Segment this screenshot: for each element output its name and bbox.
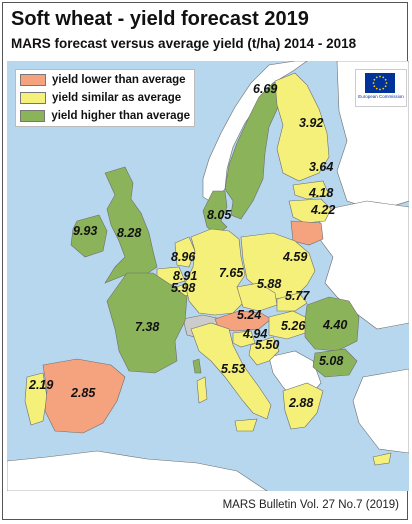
country-spain xyxy=(42,358,126,434)
eu-logo-caption: European Commission xyxy=(358,94,404,99)
yield-label-italy: 5.53 xyxy=(221,362,245,376)
yield-label-latvia: 4.18 xyxy=(308,186,333,200)
country-romania xyxy=(304,296,360,352)
legend-item-similar: yield similar as average xyxy=(20,90,190,106)
country-sweden xyxy=(224,78,286,220)
country-lithuania xyxy=(290,220,324,246)
country-finland xyxy=(274,72,330,182)
country-france xyxy=(106,272,188,374)
yield-label-slovenia: 4.94 xyxy=(242,327,267,341)
yield-label-sweden: 6.69 xyxy=(253,82,277,96)
yield-label-croatia: 5.50 xyxy=(255,338,279,352)
yield-label-united-kingdom: 8.28 xyxy=(117,226,141,240)
yield-label-finland: 3.92 xyxy=(299,116,323,130)
country-slovenia xyxy=(232,330,256,348)
yield-label-poland: 4.59 xyxy=(282,250,307,264)
country-slovakia xyxy=(276,292,308,312)
europe-map: 9.93 8.28 8.05 6.69 3.92 3.64 4.18 4.22 8.96 8.91… xyxy=(7,61,409,491)
country-denmark xyxy=(202,190,228,236)
yield-label-romania: 4.40 xyxy=(322,318,347,332)
legend-item-lower: yield lower than average xyxy=(20,72,190,88)
yield-label-luxembourg: 5.98 xyxy=(171,281,195,295)
legend-swatch-higher xyxy=(20,110,46,122)
yield-label-hungary: 5.26 xyxy=(281,319,306,333)
yield-label-austria: 5.24 xyxy=(237,308,261,322)
yield-label-germany: 7.65 xyxy=(219,266,244,280)
map-title: Soft wheat - yield forecast 2019 xyxy=(11,8,309,30)
source-note: MARS Bulletin Vol. 27 No.7 (2019) xyxy=(222,499,399,511)
country-greece xyxy=(282,382,324,430)
yield-label-belgium: 8.91 xyxy=(173,269,197,283)
yield-label-netherlands: 8.96 xyxy=(171,250,196,264)
turkey xyxy=(352,368,409,454)
map-area: 9.93 8.28 8.05 6.69 3.92 3.64 4.18 4.22 8.96 8.91… xyxy=(7,61,409,491)
country-portugal xyxy=(24,372,48,426)
yield-label-greece: 2.88 xyxy=(288,396,313,410)
yield-label-denmark: 8.05 xyxy=(207,208,232,222)
legend-swatch-similar xyxy=(20,92,46,104)
figure-frame: Soft wheat - yield forecast 2019 MARS fo… xyxy=(2,2,409,520)
country-latvia xyxy=(288,198,332,224)
legend: yield lower than average yield similar a… xyxy=(15,69,195,127)
legend-label-higher: yield higher than average xyxy=(51,110,190,122)
country-germany xyxy=(184,228,246,316)
island-cyprus xyxy=(372,452,392,466)
eu-logo: European Commission xyxy=(355,69,407,107)
country-poland xyxy=(240,232,316,300)
yield-label-spain: 2.85 xyxy=(70,386,96,400)
country-estonia xyxy=(292,180,330,200)
yield-label-estonia: 3.64 xyxy=(309,160,333,174)
legend-swatch-lower xyxy=(20,74,46,86)
yield-labels: 9.93 8.28 8.05 6.69 3.92 3.64 4.18 4.22 8.96 8.91… xyxy=(28,82,347,410)
legend-label-similar: yield similar as average xyxy=(52,92,182,104)
north-africa xyxy=(7,450,268,491)
yield-label-slovakia: 5.77 xyxy=(285,289,310,303)
yield-label-ireland: 9.93 xyxy=(73,224,97,238)
country-ireland xyxy=(70,214,108,258)
yield-label-czechia: 5.88 xyxy=(257,277,281,291)
country-bulgaria xyxy=(312,348,358,378)
legend-item-higher: yield higher than average xyxy=(20,108,190,124)
yield-label-portugal: 2.19 xyxy=(28,378,53,392)
legend-label-lower: yield lower than average xyxy=(52,74,186,86)
country-shapes xyxy=(24,72,392,466)
island-sardinia xyxy=(196,376,208,404)
eu-flag-icon xyxy=(365,73,395,93)
map-subtitle: MARS forecast versus average yield (t/ha… xyxy=(11,36,357,51)
yield-label-france: 7.38 xyxy=(135,320,159,334)
country-croatia xyxy=(248,336,280,366)
country-italy xyxy=(190,322,272,420)
island-corsica xyxy=(192,358,202,374)
yield-label-lithuania: 4.22 xyxy=(310,203,335,217)
country-netherlands xyxy=(174,236,196,268)
yield-label-bulgaria: 5.08 xyxy=(319,354,343,368)
island-sicily xyxy=(234,418,258,432)
